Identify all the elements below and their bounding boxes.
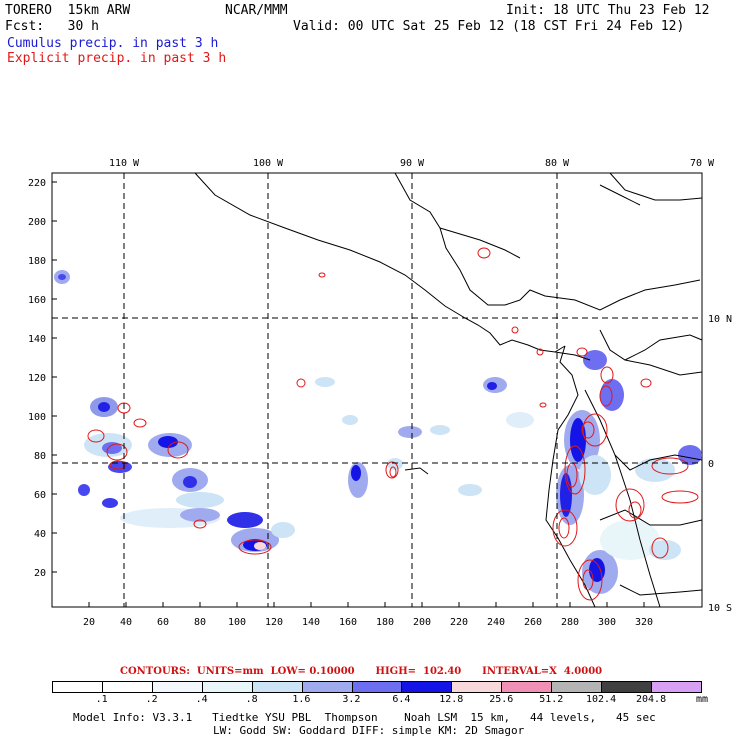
legend-unit: mm xyxy=(696,694,709,705)
legend-label: .2 xyxy=(145,694,158,705)
bottom-tick-label: 280 xyxy=(561,617,579,628)
bottom-tick-label: 40 xyxy=(120,617,132,628)
field-cumulus-label: Cumulus precip. in past 3 h xyxy=(7,36,219,51)
bottom-tick-label: 260 xyxy=(524,617,542,628)
legend-swatch xyxy=(202,682,253,692)
organization: NCAR/MMM xyxy=(225,3,288,18)
contour-info: CONTOURS: UNITS=mm LOW= 0.10000 HIGH= 10… xyxy=(120,666,603,677)
legend-swatch xyxy=(302,682,353,692)
legend-swatch xyxy=(252,682,303,692)
bottom-tick-label: 220 xyxy=(450,617,468,628)
left-tick-label: 180 xyxy=(28,256,46,267)
legend-swatch xyxy=(352,682,403,692)
lon-label-70w: 70 W xyxy=(690,158,715,169)
lat-label-10n: 10 N xyxy=(708,314,732,325)
bottom-tick-label: 180 xyxy=(376,617,394,628)
left-tick-label: 80 xyxy=(34,451,46,462)
tick-marks xyxy=(52,181,645,607)
model-info: Model Info: V3.3.1 Tiedtke YSU PBL Thomp… xyxy=(73,711,656,724)
lat-lon-grid xyxy=(52,173,702,607)
lon-label-80w: 80 W xyxy=(545,158,570,169)
bottom-tick-label: 240 xyxy=(487,617,505,628)
color-legend xyxy=(52,681,702,693)
legend-label: .8 xyxy=(245,694,258,705)
legend-swatch xyxy=(452,682,503,692)
left-tick-label: 40 xyxy=(34,529,46,540)
left-tick-label: 140 xyxy=(28,334,46,345)
legend-label: 6.4 xyxy=(392,694,411,705)
legend-label: 204.8 xyxy=(636,694,667,705)
bottom-tick-label: 80 xyxy=(194,617,206,628)
left-tick-label: 20 xyxy=(34,568,46,579)
bottom-tick-label: 140 xyxy=(302,617,320,628)
legend-swatch xyxy=(402,682,453,692)
explicit-precip-contours xyxy=(87,247,699,601)
legend-swatch xyxy=(152,682,203,692)
bottom-axis-labels: 20 40 60 80 100 120 140 160 180 200 220 … xyxy=(83,617,653,628)
coastlines xyxy=(194,172,703,608)
legend-swatch xyxy=(652,682,701,692)
legend-label: 51.2 xyxy=(539,694,564,705)
left-tick-label: 220 xyxy=(28,178,46,189)
lat-label-0: 0 xyxy=(708,459,714,470)
bottom-tick-label: 120 xyxy=(265,617,283,628)
legend-swatch xyxy=(502,682,553,692)
lon-label-110w: 110 W xyxy=(109,158,140,169)
bottom-tick-label: 20 xyxy=(83,617,95,628)
bottom-tick-label: 60 xyxy=(157,617,169,628)
lon-label-100w: 100 W xyxy=(253,158,284,169)
legend-label: 1.6 xyxy=(292,694,311,705)
legend-label: 12.8 xyxy=(439,694,464,705)
left-tick-label: 60 xyxy=(34,490,46,501)
valid-time: Valid: 00 UTC Sat 25 Feb 12 (18 CST Fri … xyxy=(293,19,685,34)
legend-label: .1 xyxy=(95,694,108,705)
lon-label-90w: 90 W xyxy=(400,158,425,169)
init-time: Init: 18 UTC Thu 23 Feb 12 xyxy=(506,3,710,18)
bottom-tick-label: 160 xyxy=(339,617,357,628)
legend-label: 25.6 xyxy=(489,694,514,705)
forecast-hour: Fcst: 30 h xyxy=(5,19,99,34)
left-tick-label: 100 xyxy=(28,412,46,423)
bottom-tick-label: 320 xyxy=(635,617,653,628)
legend-swatch xyxy=(102,682,153,692)
legend-swatch xyxy=(602,682,653,692)
legend-swatch xyxy=(552,682,603,692)
legend-label: 3.2 xyxy=(342,694,361,705)
left-tick-label: 200 xyxy=(28,217,46,228)
map-frame xyxy=(51,172,703,608)
bottom-tick-label: 200 xyxy=(413,617,431,628)
bottom-tick-label: 300 xyxy=(598,617,616,628)
field-explicit-label: Explicit precip. in past 3 h xyxy=(7,51,227,66)
left-tick-label: 120 xyxy=(28,373,46,384)
model-title: TORERO 15km ARW xyxy=(5,3,131,18)
physics-info: LW: Godd SW: Goddard DIFF: simple KM: 2D… xyxy=(213,724,525,737)
legend-label: 102.4 xyxy=(586,694,617,705)
bottom-tick-label: 100 xyxy=(228,617,246,628)
left-axis-labels: 220 200 180 160 140 120 100 80 60 40 20 xyxy=(28,178,46,579)
legend-swatch xyxy=(53,682,103,692)
legend-label: .4 xyxy=(195,694,208,705)
lat-label-10s: 10 S xyxy=(708,603,732,614)
left-tick-label: 160 xyxy=(28,295,46,306)
